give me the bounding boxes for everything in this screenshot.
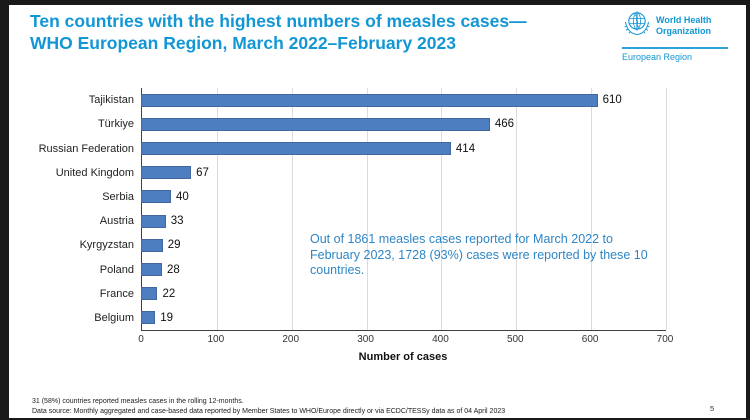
chart-row: France 22 — [30, 282, 690, 306]
chart-row: Tajikistan 610 — [30, 88, 690, 112]
page-title-line1: Ten countries with the highest numbers o… — [30, 11, 527, 31]
page-title: Ten countries with the highest numbers o… — [30, 10, 590, 55]
gridline — [216, 88, 218, 330]
chart-row: Serbia 40 — [30, 185, 690, 209]
x-tick-label: 500 — [506, 334, 524, 345]
value-label: 28 — [166, 263, 180, 276]
value-label: 414 — [455, 142, 476, 155]
gridline — [591, 88, 593, 330]
value-label: 33 — [170, 215, 184, 228]
x-tick-label: 0 — [138, 334, 144, 345]
who-logo-line2: Organization — [656, 25, 712, 36]
page-number: 5 — [710, 404, 715, 413]
bar-zone: 67 — [141, 166, 665, 180]
category-label: Serbia — [102, 190, 134, 203]
value-label: 67 — [196, 166, 209, 179]
x-tick-label: 100 — [207, 334, 225, 345]
plot-area — [141, 88, 667, 331]
who-region-label: European Region — [622, 52, 693, 62]
bar — [141, 93, 598, 107]
bar-chart: Tajikistan 610 Türkiye 466 Russian Federatio… — [30, 88, 730, 378]
category-label: Russian Federation — [38, 142, 134, 155]
bar-zone: 40 — [141, 190, 665, 204]
category-label: Poland — [99, 263, 134, 276]
value-label: 19 — [160, 311, 174, 324]
x-tick-label: 600 — [581, 334, 599, 345]
bar-zone: 29 — [141, 238, 665, 252]
category-label: United Kingdom — [55, 166, 134, 179]
bar-zone: 22 — [141, 287, 665, 301]
chart-row: United Kingdom 67 — [30, 161, 690, 185]
data-source-note: Data source: Monthly aggregated and case… — [32, 408, 506, 415]
bar — [141, 166, 192, 180]
category-label: Kyrgyzstan — [79, 239, 134, 252]
who-emblem-icon — [622, 8, 652, 43]
category-label: France — [99, 287, 134, 300]
bar-zone: 414 — [141, 142, 665, 155]
bar-zone: 19 — [141, 311, 665, 325]
value-label: 29 — [167, 239, 181, 252]
value-label: 22 — [162, 287, 176, 300]
gridline — [291, 88, 293, 330]
chart-rows: Tajikistan 610 Türkiye 466 Russian Federatio… — [30, 88, 690, 330]
category-label: Tajikistan — [88, 94, 134, 107]
x-tick-label: 700 — [656, 334, 674, 345]
bar — [141, 311, 156, 325]
value-label: 610 — [602, 94, 622, 107]
bar — [141, 190, 171, 204]
bar-zone: 466 — [141, 117, 665, 131]
chart-row: Austria 33 — [30, 209, 690, 233]
bar — [141, 117, 490, 131]
gridline — [516, 88, 518, 330]
bar — [141, 214, 166, 228]
gridline — [366, 88, 368, 330]
chart-row: Türkiye 466 — [30, 112, 690, 136]
gridline — [666, 88, 667, 330]
chart-annotation: Out of 1861 measles cases reported for M… — [310, 232, 648, 277]
x-tick-label: 300 — [357, 334, 374, 345]
bar-zone: 33 — [141, 214, 665, 228]
slide-border-bottom — [0, 418, 750, 420]
page-title-line2: WHO European Region, March 2022–February… — [30, 33, 456, 54]
category-label: Türkiye — [97, 118, 134, 131]
chart-row: Kyrgyzstan 29 — [30, 233, 690, 257]
value-label: 40 — [175, 190, 189, 203]
logo-divider — [622, 47, 728, 49]
bar — [141, 263, 162, 277]
who-logo: World Health Organization European Regio… — [622, 8, 728, 62]
bar-zone: 28 — [141, 263, 665, 277]
footnote: 31 (58%) countries reported measles case… — [32, 398, 244, 405]
value-label: 466 — [494, 118, 515, 131]
slide-border-right — [746, 0, 750, 420]
chart-row: Belgium 19 — [30, 306, 690, 330]
x-tick-label: 400 — [432, 334, 449, 345]
slide-border-top — [0, 0, 750, 5]
x-axis-title: Number of cases — [358, 351, 448, 363]
x-tick-label: 200 — [282, 334, 300, 345]
bar — [141, 238, 163, 252]
who-logo-line1: World Health — [656, 15, 712, 26]
category-label: Belgium — [94, 311, 134, 324]
bar — [141, 287, 158, 301]
slide-border-left — [0, 0, 9, 420]
who-logo-text: World Health Organization — [656, 15, 711, 35]
category-label: Austria — [99, 215, 134, 228]
chart-row: Russian Federation 414 — [30, 136, 690, 160]
chart-row: Poland 28 — [30, 257, 690, 281]
gridline — [441, 88, 443, 330]
bar — [141, 142, 451, 155]
bar-zone: 610 — [141, 93, 665, 107]
x-axis-ticks: 0 100 200 300 400 500 600 700 — [138, 334, 673, 346]
